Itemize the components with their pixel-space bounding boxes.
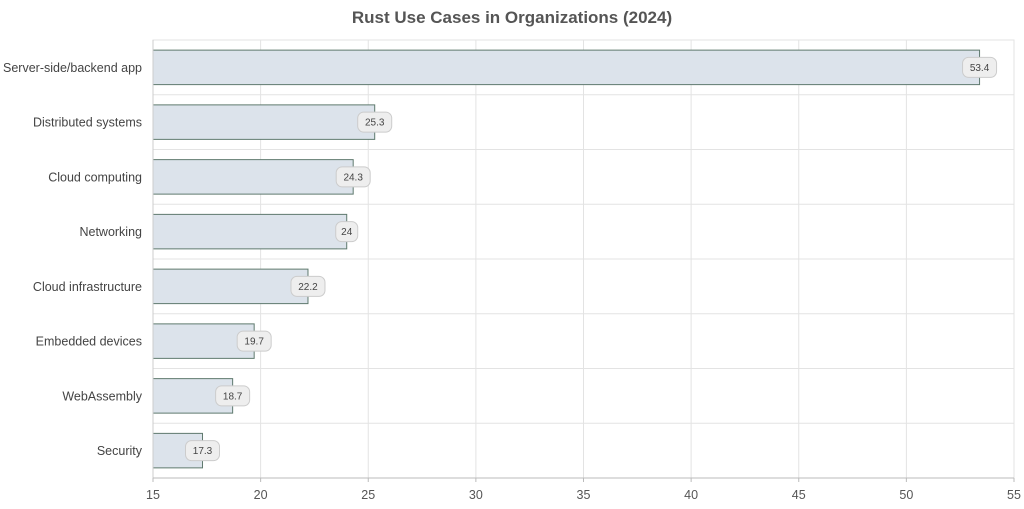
value-label-text: 24 bbox=[341, 227, 353, 238]
value-label-box bbox=[335, 166, 371, 188]
value-label-box bbox=[290, 275, 326, 297]
category-label: Server-side/backend app bbox=[3, 61, 142, 75]
axes: 15 20 25 30 35 40 45 50 55 Server-side/backend ap… bbox=[3, 40, 1021, 502]
value-label: 22.2 bbox=[290, 275, 326, 297]
value-label-box bbox=[236, 330, 272, 352]
x-tick-label: 15 bbox=[146, 488, 160, 502]
bar bbox=[152, 49, 981, 86]
value-label-text: 25.3 bbox=[365, 118, 385, 129]
x-tick-label: 35 bbox=[577, 488, 591, 502]
value-label-box bbox=[215, 385, 251, 407]
x-tick-label: 30 bbox=[469, 488, 483, 502]
value-label-box bbox=[962, 56, 998, 78]
x-tick-label: 25 bbox=[361, 488, 375, 502]
value-label: 17.3 bbox=[185, 440, 221, 462]
value-label: 18.7 bbox=[215, 385, 251, 407]
category-label: Embedded devices bbox=[36, 335, 142, 349]
category-label: Networking bbox=[79, 225, 142, 239]
x-tick-label: 40 bbox=[684, 488, 698, 502]
bar bbox=[152, 104, 376, 140]
chart-title: Rust Use Cases in Organizations (2024) bbox=[351, 8, 673, 27]
value-label: 19.7 bbox=[236, 330, 272, 352]
bar bbox=[152, 213, 348, 250]
value-label: 24 bbox=[335, 221, 359, 243]
category-label: Security bbox=[97, 444, 143, 458]
value-label-box bbox=[357, 111, 393, 133]
bar bbox=[152, 159, 354, 195]
value-label: 25.3 bbox=[357, 111, 393, 133]
x-tick-label: 45 bbox=[792, 488, 806, 502]
value-label-box bbox=[335, 221, 359, 243]
value-label-text: 24.3 bbox=[343, 172, 363, 183]
value-label: 53.4 bbox=[962, 56, 998, 78]
value-label-text: 19.7 bbox=[244, 337, 264, 348]
x-tick-label: 50 bbox=[899, 488, 913, 502]
x-tick-label: 20 bbox=[254, 488, 268, 502]
category-label: Cloud infrastructure bbox=[33, 280, 142, 294]
value-label: 24.3 bbox=[335, 166, 371, 188]
value-label-text: 18.7 bbox=[223, 391, 243, 402]
bar bbox=[152, 268, 309, 305]
value-label-text: 53.4 bbox=[970, 63, 990, 74]
x-tick-label: 55 bbox=[1007, 488, 1021, 502]
category-label: WebAssembly bbox=[62, 389, 142, 403]
category-label: Distributed systems bbox=[33, 116, 142, 130]
value-label-box bbox=[185, 440, 221, 462]
category-label: Cloud computing bbox=[48, 170, 142, 184]
value-label-text: 22.2 bbox=[298, 282, 318, 293]
value-label-text: 17.3 bbox=[193, 446, 213, 457]
bars: 53.4 25.3 24.3 24 22.2 19.7 18.7 17.3 bbox=[152, 49, 998, 469]
